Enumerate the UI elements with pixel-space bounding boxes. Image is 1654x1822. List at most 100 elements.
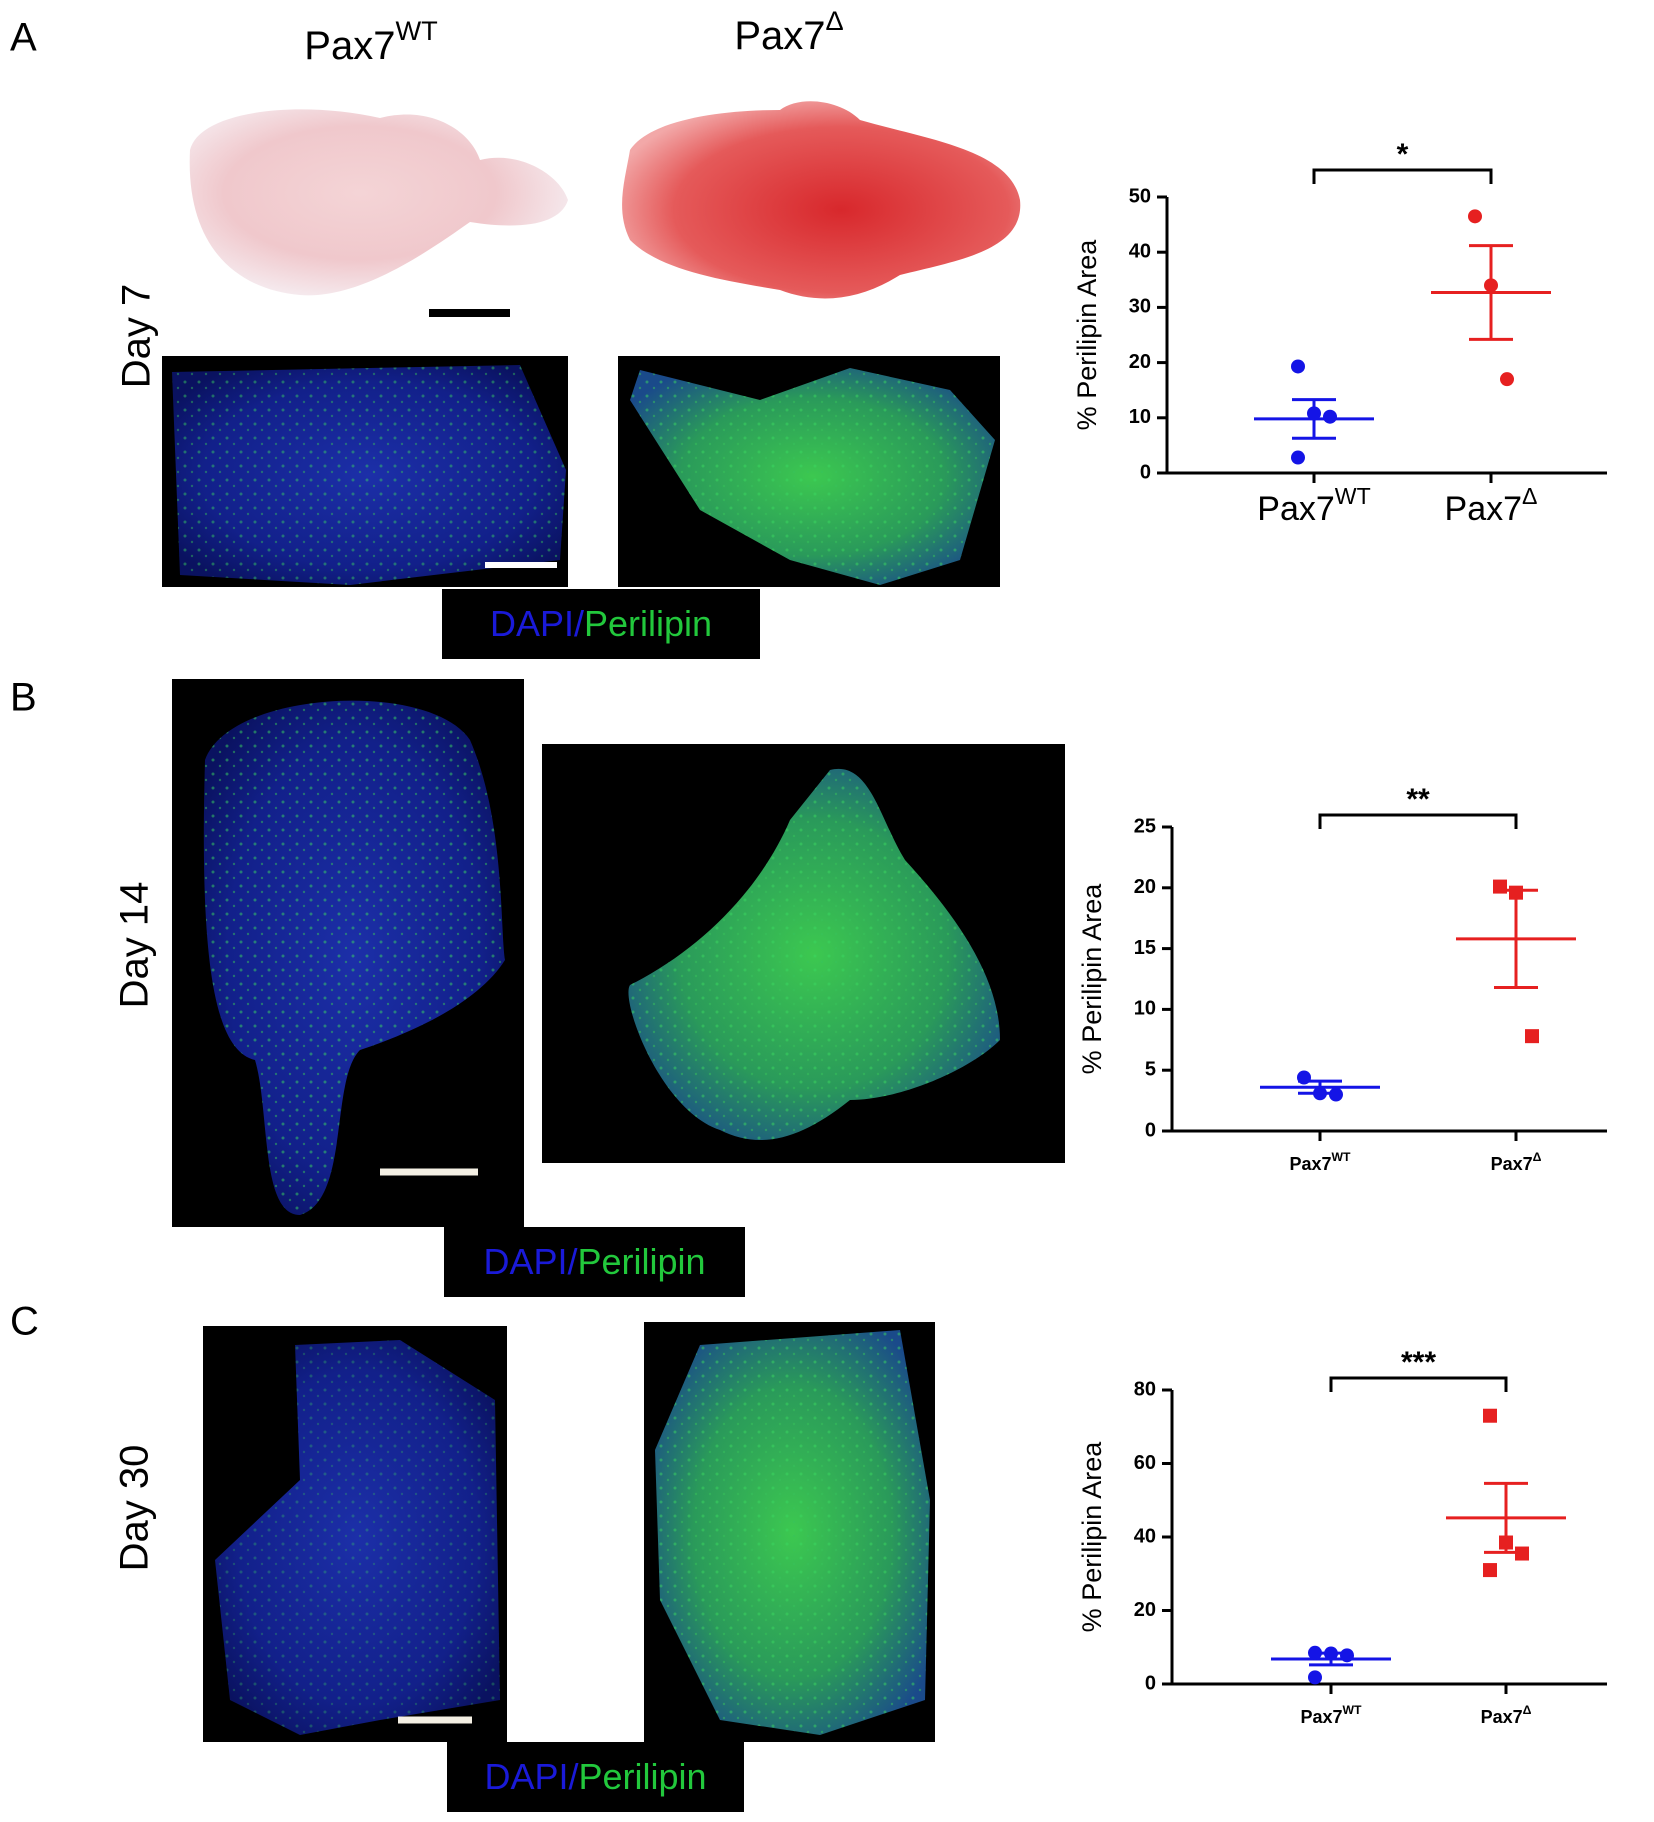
stain-image-wt [189,109,568,296]
y-tick-label: 0 [1145,1672,1156,1694]
y-tick-label: 5 [1145,1058,1156,1080]
column-header-sup: Δ [826,5,844,36]
data-point [1329,1087,1343,1102]
y-tick-label: 0 [1140,461,1151,483]
panel-letter: C [10,1300,39,1344]
x-tick-label-base: Pax7 [1481,1707,1523,1727]
data-point [1307,406,1321,421]
x-tick-label-sup: WT [1332,1150,1352,1164]
day-label: Day 14 [113,882,157,1009]
error-bar [1469,244,1513,341]
data-point [1500,372,1514,387]
y-tick-label: 40 [1134,1525,1156,1547]
data-point [1308,1670,1322,1685]
data-point [1484,278,1498,293]
x-tick-label-sup: WT [1343,1703,1363,1717]
stain-label-box [444,1227,745,1297]
stain-label-box [447,1742,744,1812]
data-point [1313,1086,1327,1101]
data-point [1468,209,1482,224]
data-point [1515,1546,1529,1561]
column-header-base: Pax7 [734,14,825,58]
y-tick-label: 10 [1129,406,1151,428]
stain-perilipin: Perilipin [577,1241,705,1282]
y-tick-label: 15 [1134,937,1156,959]
tissue-delta-signal [628,768,1000,1140]
y-tick-label: 30 [1129,296,1151,318]
data-point [1493,879,1507,894]
stain-dapi: DAPI/ [484,1756,578,1797]
x-tick-label-sup: Δ [1523,1703,1532,1717]
significance-label: *** [1401,1346,1436,1379]
data-point [1291,359,1305,374]
x-tick-label: Pax7WT [1300,1703,1362,1726]
significance-bracket [1312,168,1493,184]
x-tick-label: Pax7Δ [1481,1703,1532,1726]
y-tick-label: 20 [1129,351,1151,373]
tissue-wt-signal [203,700,505,1215]
tissue-delta-signal [655,1330,930,1735]
column-header: Pax7WT [304,15,437,68]
y-tick-label: 0 [1145,1119,1156,1141]
data-point [1308,1645,1322,1660]
x-tick-label-sup: Δ [1522,483,1537,509]
x-tick-label: Pax7WT [1257,483,1370,528]
x-tick-label: Pax7WT [1289,1150,1351,1173]
panel-letter: B [10,676,37,720]
y-tick-label: 20 [1134,876,1156,898]
y-tick-label: 25 [1134,815,1156,837]
significance-bracket [1318,813,1518,829]
data-point [1483,1408,1497,1423]
tissue-wt-signal [215,1340,500,1735]
stain-perilipin: Perilipin [578,1756,706,1797]
data-point [1509,885,1523,900]
y-axis-label: % Perilipin Area [1077,883,1107,1075]
panel-c-images [203,1322,935,1742]
data-point [1297,1070,1311,1085]
y-tick-label: 10 [1134,998,1156,1020]
stain-image-delta [622,101,1021,299]
y-tick-label: 60 [1134,1452,1156,1474]
x-tick-label: Pax7Δ [1491,1150,1542,1173]
x-tick-label-sup: WT [1335,483,1371,509]
significance-label: * [1397,138,1409,171]
panel-a-images [162,101,1021,587]
stain-dapi: DAPI/ [490,603,584,644]
data-point [1483,1563,1497,1578]
stain-dapi: DAPI/ [483,1241,577,1282]
stain-label: DAPI/Perilipin [483,1241,705,1282]
x-tick-label-base: Pax7 [1445,490,1523,528]
tissue-wt-signal [172,365,566,585]
stain-label: DAPI/Perilipin [490,603,712,644]
day-label: Day 7 [115,284,159,389]
x-tick-label: Pax7Δ [1445,483,1538,528]
y-tick-label: 40 [1129,240,1151,262]
y-tick-label: 80 [1134,1378,1156,1400]
x-tick-label-base: Pax7 [1300,1707,1342,1727]
data-point [1340,1648,1354,1663]
y-tick-label: 20 [1134,1599,1156,1621]
stain-perilipin: Perilipin [584,603,712,644]
y-axis-label: % Perilipin Area [1072,239,1102,431]
stain-label-box [442,589,760,659]
column-header: Pax7Δ [734,5,843,58]
y-tick-label: 50 [1129,185,1151,207]
day-label: Day 30 [113,1445,157,1572]
tissue-delta-signal [630,368,995,585]
significance-bracket [1329,1376,1508,1392]
x-tick-label-sup: Δ [1533,1150,1542,1164]
significance-label: ** [1406,783,1430,816]
x-tick-label-base: Pax7 [1257,490,1335,528]
data-point [1323,409,1337,424]
x-tick-label-base: Pax7 [1491,1154,1533,1174]
stain-label: DAPI/Perilipin [484,1756,706,1797]
column-header-sup: WT [395,15,437,46]
data-point [1499,1535,1513,1550]
data-point [1525,1029,1539,1044]
column-header-base: Pax7 [304,24,395,68]
data-point [1324,1646,1338,1661]
panel-b-images [172,679,1065,1227]
y-axis-label: % Perilipin Area [1077,1441,1107,1633]
